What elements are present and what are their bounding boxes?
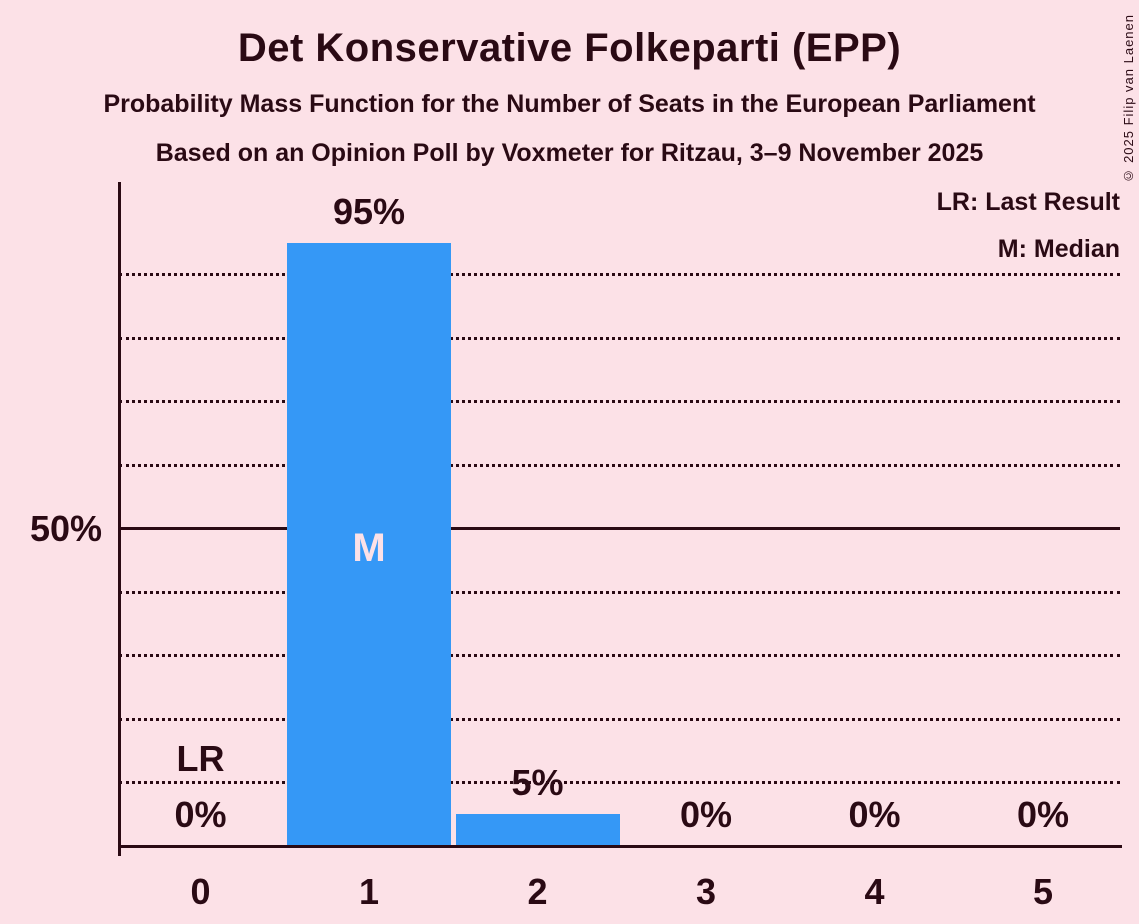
chart-subtitle-pmf: Probability Mass Function for the Number…	[103, 90, 1036, 118]
y-tick-50: 50%	[29, 507, 102, 549]
gridline-70	[119, 400, 1120, 403]
value-label-seat-1: 95%	[332, 190, 406, 232]
gridline-20	[119, 717, 1120, 721]
gridline-50-majority	[119, 527, 1120, 530]
chart-subtitle-poll: Based on an Opinion Poll by Voxmeter for…	[155, 139, 984, 167]
gridline-40	[119, 590, 1120, 594]
gridline-90	[119, 273, 1120, 276]
x-tick-3: 3	[695, 871, 717, 912]
bar-seat-1	[287, 242, 451, 846]
gridline-60	[119, 463, 1120, 467]
last-result-marker: LR	[176, 738, 225, 779]
value-label-seat-0: 0%	[174, 794, 227, 835]
x-tick-5: 5	[1032, 871, 1054, 912]
value-label-seat-3: 0%	[679, 794, 733, 835]
x-tick-4: 4	[864, 871, 885, 912]
legend-median: M: Median	[997, 235, 1120, 263]
gridline-80	[119, 336, 1120, 340]
gridline-30	[119, 654, 1120, 657]
legend-last-result: LR: Last Result	[936, 188, 1120, 216]
x-tick-0: 0	[190, 871, 211, 912]
y-axis	[117, 182, 121, 856]
value-label-seat-2: 5%	[511, 762, 564, 804]
x-tick-2: 2	[527, 871, 548, 912]
value-label-seat-5: 0%	[1016, 794, 1070, 835]
gridline-10	[119, 781, 1120, 784]
bar-seat-2	[455, 814, 620, 846]
median-marker: M	[352, 526, 386, 570]
chart-title: Det Konservative Folkeparti (EPP)	[237, 26, 902, 70]
x-axis	[117, 844, 1122, 848]
value-label-seat-4: 0%	[848, 794, 901, 835]
x-tick-1: 1	[358, 871, 380, 912]
